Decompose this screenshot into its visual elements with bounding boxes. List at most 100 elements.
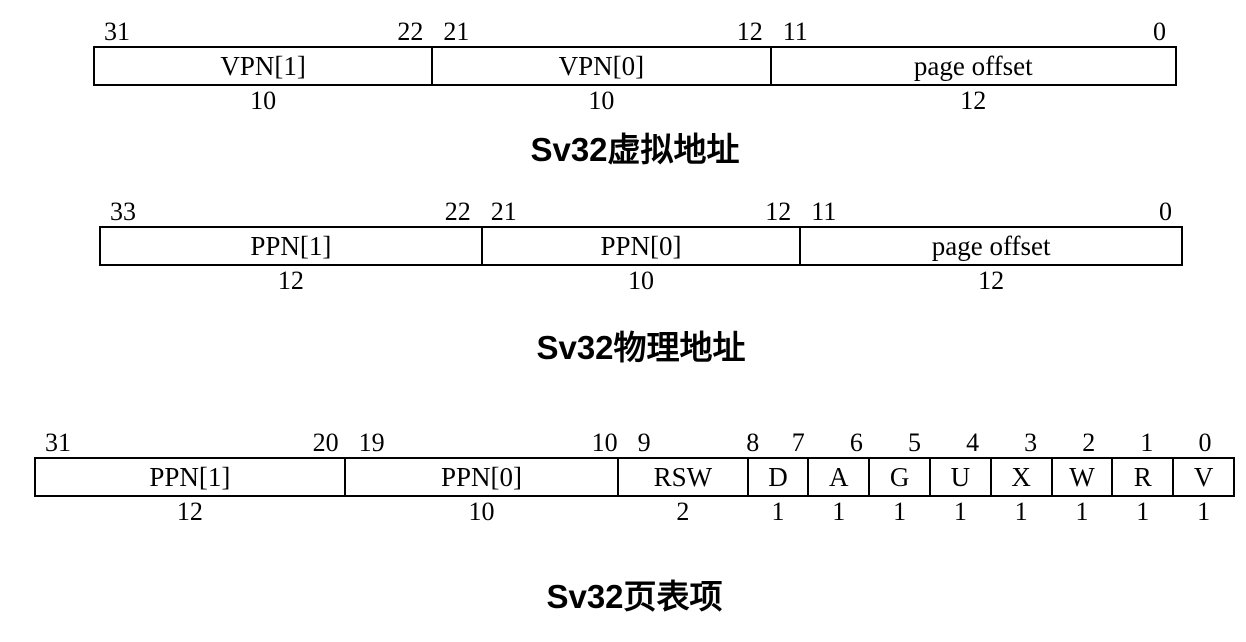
field-bitcount-cell: 12 <box>101 266 481 296</box>
field-bitcount-cell: 1 <box>929 497 990 527</box>
bit-number: 5 <box>907 428 921 457</box>
field-bitcount-label: 10 <box>468 497 495 526</box>
bit-index-cell: 0 <box>1175 429 1233 457</box>
field-cell-u: U <box>928 459 990 495</box>
field-width-row: 10 10 12 <box>93 86 1177 116</box>
field-box-row: PPN[1] PPN[0] page offset <box>99 226 1183 266</box>
field-label: PPN[0] <box>440 462 522 492</box>
field-bitcount-label: 10 <box>588 86 615 115</box>
field-bitcount-cell: 1 <box>1051 497 1112 527</box>
field-cell-ppn-0-: PPN[0] <box>343 459 617 495</box>
bit-index-cell: 3 <box>1001 429 1059 457</box>
field-label: PPN[0] <box>600 231 682 261</box>
field-cell-page-offset: page offset <box>769 48 1176 84</box>
bit-number: 4 <box>966 428 980 457</box>
field-label: G <box>889 462 910 492</box>
field-box-row: VPN[1] VPN[0] page offset <box>93 46 1177 86</box>
field-bitcount-cell: 12 <box>770 86 1176 116</box>
field-bitcount-label: 12 <box>978 266 1005 295</box>
field-cell-v: V <box>1172 459 1233 495</box>
field-bitcount-label: 1 <box>1136 497 1150 526</box>
field-label: page offset <box>931 231 1051 261</box>
figure-root: 31 22 21 12 11 0 VPN[1] VPN[0] page offset 10 10 12… <box>0 14 1246 619</box>
field-cell-vpn-1-: VPN[1] <box>95 48 431 84</box>
field-bitcount-cell: 10 <box>431 86 769 116</box>
bit-number: 1 <box>1140 428 1154 457</box>
field-label: A <box>829 462 849 492</box>
field-cell-page-offset: page offset <box>799 228 1181 264</box>
field-cell-g: G <box>868 459 929 495</box>
bit-index-cell: 6 <box>826 429 884 457</box>
field-bitcount-cell: 1 <box>747 497 808 527</box>
field-bitcount-label: 2 <box>676 497 690 526</box>
field-label: PPN[1] <box>250 231 332 261</box>
bit-index-cell: 5 <box>884 429 942 457</box>
bit-index-cell: 2 <box>1059 429 1117 457</box>
field-label: RSW <box>653 462 713 492</box>
field-bitcount-cell: 2 <box>617 497 746 527</box>
field-cell-ppn-0-: PPN[0] <box>480 228 799 264</box>
bit-index-row: 31 20 19 10 9 8 7 6 5 4 3 2 1 0 <box>34 425 1235 457</box>
bit-hi-number: 33 <box>110 197 136 226</box>
bit-lo-number: 22 <box>444 197 471 226</box>
field-width-row: 12 10 12 <box>99 266 1183 296</box>
bitfield-diagram-sv32-va: 31 22 21 12 11 0 VPN[1] VPN[0] page offset 10 10 12… <box>93 14 1177 172</box>
bit-number: 3 <box>1024 428 1038 457</box>
bit-index-cell: 1 <box>1117 429 1175 457</box>
field-cell-ppn-1-: PPN[1] <box>36 459 344 495</box>
bit-index-cell: 33 22 <box>101 198 480 226</box>
field-label: PPN[1] <box>149 462 231 492</box>
diagram-caption: Sv32物理地址 <box>536 329 746 366</box>
field-bitcount-cell: 1 <box>1111 497 1172 527</box>
field-bitcount-label: 12 <box>176 497 203 526</box>
field-label: page offset <box>913 51 1033 81</box>
bit-index-cell: 21 12 <box>432 18 771 46</box>
bit-hi-number: 21 <box>443 17 470 46</box>
field-label: U <box>950 462 971 492</box>
bit-index-cell: 31 22 <box>95 18 432 46</box>
bit-hi-number: 19 <box>358 428 385 457</box>
field-bitcount-label: 12 <box>960 86 987 115</box>
field-bitcount-label: 1 <box>1075 497 1089 526</box>
field-bitcount-cell: 10 <box>95 86 431 116</box>
field-box-row: PPN[1] PPN[0] RSW D A G U X W R V <box>34 457 1235 497</box>
field-bitcount-label: 1 <box>1197 497 1211 526</box>
field-label: W <box>1069 462 1095 492</box>
bit-index-cell: 4 <box>943 429 1001 457</box>
field-label: D <box>768 462 788 492</box>
bit-hi-number: 31 <box>45 428 71 457</box>
bit-index-cell: 31 20 <box>36 429 348 457</box>
field-bitcount-cell: 1 <box>807 497 868 527</box>
field-bitcount-label: 1 <box>953 497 967 526</box>
field-label: X <box>1011 462 1031 492</box>
bit-lo-number: 20 <box>312 428 339 457</box>
field-bitcount-cell: 1 <box>868 497 929 527</box>
field-bitcount-cell: 1 <box>1172 497 1233 527</box>
field-bitcount-label: 1 <box>1014 497 1028 526</box>
bit-lo-number: 8 <box>746 428 760 457</box>
bit-hi-number: 11 <box>811 197 837 226</box>
field-bitcount-cell: 12 <box>799 266 1181 296</box>
bit-lo-number: 22 <box>397 17 424 46</box>
field-bitcount-label: 1 <box>893 497 907 526</box>
field-cell-w: W <box>1050 459 1112 495</box>
bit-index-cell: 21 12 <box>480 198 801 226</box>
field-label: VPN[0] <box>558 51 645 81</box>
field-cell-a: A <box>807 459 868 495</box>
field-bitcount-cell: 12 <box>36 497 344 527</box>
bit-number: 2 <box>1082 428 1096 457</box>
bit-lo-number: 12 <box>765 197 792 226</box>
field-bitcount-label: 10 <box>250 86 277 115</box>
field-bitcount-cell: 10 <box>344 497 617 527</box>
bit-hi-number: 21 <box>490 197 517 226</box>
bit-index-row: 33 22 21 12 11 0 <box>99 194 1183 226</box>
field-bitcount-label: 1 <box>771 497 785 526</box>
bit-index-cell: 7 <box>768 429 826 457</box>
field-bitcount-cell: 10 <box>481 266 799 296</box>
field-cell-r: R <box>1111 459 1172 495</box>
bit-index-cell: 19 10 <box>348 429 627 457</box>
bit-index-cell: 11 0 <box>800 198 1181 226</box>
bit-lo-number: 0 <box>1153 17 1166 46</box>
bit-lo-number: 12 <box>736 17 763 46</box>
